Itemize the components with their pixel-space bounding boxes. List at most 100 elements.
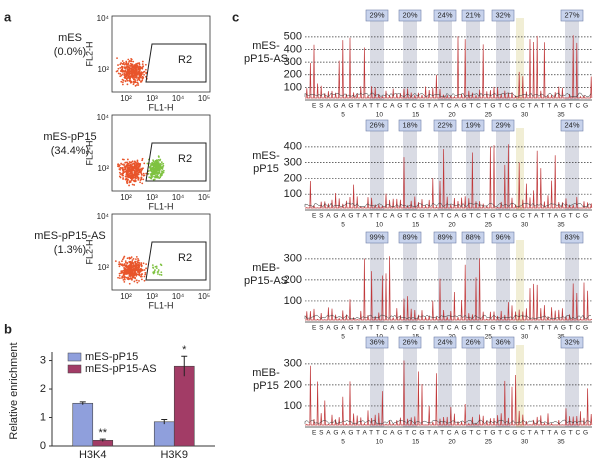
event-dot (162, 162, 165, 165)
event-dot (153, 172, 156, 175)
event-dot (140, 278, 143, 281)
highlight-column (565, 240, 579, 322)
position-label: 25 (485, 334, 493, 341)
event-dot (141, 67, 144, 70)
y-tick-label: 0 (40, 440, 46, 452)
event-dot (159, 168, 161, 171)
percent-box (365, 336, 389, 349)
event-dot (119, 277, 121, 280)
percent-label: 29% (495, 120, 510, 129)
percent-label: 96% (495, 232, 510, 241)
highlight-column (565, 345, 579, 427)
event-dot (137, 264, 140, 266)
event-dot (152, 160, 155, 163)
event-dot (128, 261, 131, 264)
event-dot (125, 273, 128, 275)
event-dot (130, 261, 133, 264)
event-dot (137, 84, 140, 86)
event-dot (130, 57, 133, 60)
highlight-column (496, 18, 510, 100)
event-dot (129, 80, 132, 83)
event-dot (152, 159, 154, 161)
x-tick-label: 10³ (146, 193, 158, 202)
event-dot (143, 269, 146, 271)
sample-percent: (34.4%) (51, 145, 90, 157)
sample-percent: (0.0%) (54, 46, 86, 58)
percent-box (433, 231, 457, 244)
event-dot (149, 167, 152, 170)
event-dot (134, 80, 137, 82)
percent-label: 36% (369, 337, 384, 346)
event-dot (155, 173, 158, 175)
scatter-cloud (115, 57, 148, 87)
event-dot (143, 279, 146, 282)
position-label: 35 (557, 112, 565, 119)
gate (145, 43, 207, 83)
event-dot (126, 180, 128, 183)
event-dot (158, 273, 161, 276)
y-tick-label: 100 (284, 81, 302, 93)
event-dot (129, 264, 131, 266)
event-dot (135, 73, 138, 76)
event-dot (123, 72, 126, 75)
x-tick-label: 10⁴ (172, 94, 185, 103)
trace (305, 35, 593, 99)
event-dot (141, 182, 144, 185)
event-dot (131, 73, 134, 76)
sequence: ESAGAGTATTCAGTCGTATCAGTCTGTCGCTATTAGTCG (312, 430, 588, 437)
position-label: 30 (521, 222, 529, 229)
trace-name: pP15-AS (244, 275, 288, 287)
highlight-column (403, 18, 417, 100)
event-dot (129, 65, 132, 67)
event-dot (127, 166, 130, 169)
event-dot (135, 255, 138, 258)
event-dot (144, 68, 147, 71)
y-tick-label: 300 (284, 157, 302, 169)
position-label: 10 (376, 222, 384, 229)
event-dot (123, 278, 126, 281)
trace-name: mES- (252, 40, 280, 52)
percent-label: 29% (369, 10, 384, 19)
event-dot (157, 270, 160, 273)
event-dot (155, 171, 158, 174)
event-dot (140, 264, 143, 267)
event-dot (128, 257, 131, 260)
position-label: 35 (557, 439, 565, 446)
percent-label: 21% (465, 10, 480, 19)
percent-box (433, 9, 457, 22)
event-dot (135, 166, 138, 169)
percent-label: 99% (369, 232, 384, 241)
event-dot (128, 265, 131, 268)
sample-name: mES-pP15 (43, 131, 96, 143)
event-dot (139, 65, 141, 68)
event-dot (127, 162, 129, 165)
event-dot (122, 61, 125, 64)
event-dot (123, 255, 126, 258)
x-tick-label: 10³ (146, 94, 158, 103)
highlight-column (516, 128, 524, 210)
event-dot (135, 258, 137, 260)
event-dot (121, 258, 124, 261)
event-dot (129, 163, 132, 166)
y-tick-label: 100 (284, 295, 302, 307)
percent-label: 27% (564, 10, 579, 19)
event-dot (143, 70, 145, 73)
position-label: 5 (341, 439, 345, 446)
event-dot (123, 166, 126, 168)
event-dot (155, 161, 158, 163)
event-dot (132, 264, 134, 267)
percent-label: 26% (369, 120, 384, 129)
event-dot (138, 266, 141, 269)
event-dot (128, 77, 131, 80)
event-dot (137, 71, 139, 74)
percent-box (491, 9, 515, 22)
x-tick-label: H3K4 (79, 449, 107, 461)
event-dot (130, 60, 132, 62)
event-dot (136, 160, 139, 163)
event-dot (121, 163, 124, 166)
percent-box (433, 336, 457, 349)
event-dot (125, 60, 128, 63)
event-dot (126, 83, 129, 86)
y-tick-label: 300 (284, 253, 302, 265)
event-dot (132, 71, 135, 74)
